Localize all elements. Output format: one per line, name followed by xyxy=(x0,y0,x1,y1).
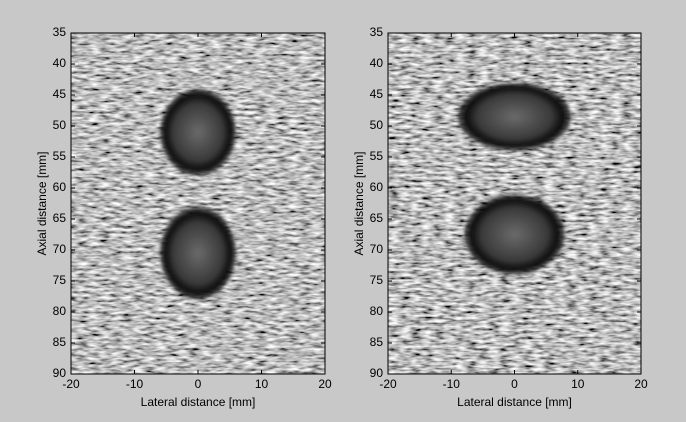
y-tick-label: 75 xyxy=(53,273,67,287)
x-tick-label: 10 xyxy=(571,377,585,391)
x-tick-label: 20 xyxy=(634,377,648,391)
y-tick-label: 80 xyxy=(370,304,384,318)
y-tick-label: 45 xyxy=(53,87,67,101)
x-tick-label: -10 xyxy=(443,377,461,391)
y-tick-label: 35 xyxy=(53,25,67,39)
y-tick-label: 90 xyxy=(53,366,67,380)
x-axis-label: Lateral distance [mm] xyxy=(141,395,256,409)
y-tick-label: 35 xyxy=(370,25,384,39)
lesion xyxy=(457,82,572,151)
y-tick-label: 65 xyxy=(53,211,67,225)
x-tick-label: -20 xyxy=(379,377,397,391)
image-background xyxy=(71,33,325,374)
y-tick-label: 50 xyxy=(53,118,67,132)
y-tick-label: 85 xyxy=(370,335,384,349)
y-tick-label: 55 xyxy=(370,149,384,163)
y-tick-label: 60 xyxy=(53,180,67,194)
y-tick-label: 40 xyxy=(53,56,67,70)
lesion xyxy=(159,206,237,300)
lesions xyxy=(159,88,237,300)
lesion xyxy=(159,88,237,176)
x-tick-label: -10 xyxy=(126,377,144,391)
y-tick-label: 85 xyxy=(53,335,67,349)
y-tick-label: 75 xyxy=(370,273,384,287)
x-axis-label: Lateral distance [mm] xyxy=(457,395,572,409)
y-tick-label: 40 xyxy=(370,56,384,70)
y-axis-label: Axial distance [mm] xyxy=(35,151,49,255)
axes: -20 -10 0 10 20 35 40 45 50 55 60 65 70 75 80 85 90 Later… xyxy=(352,25,648,409)
x-tick-label: -20 xyxy=(62,377,80,391)
y-tick-label: 70 xyxy=(53,242,67,256)
y-tick-label: 55 xyxy=(53,149,67,163)
lesion xyxy=(463,194,566,275)
x-tick-label: 20 xyxy=(318,377,332,391)
x-tick-label: 10 xyxy=(255,377,269,391)
y-tick-label: 60 xyxy=(370,180,384,194)
y-tick-label: 70 xyxy=(370,242,384,256)
y-axis-label: Axial distance [mm] xyxy=(352,151,366,255)
y-tick-label: 65 xyxy=(370,211,384,225)
y-tick-label: 90 xyxy=(370,366,384,380)
axes: -20 -10 0 10 20 35 40 45 50 55 60 65 70 75 80 85 90 Later… xyxy=(35,25,332,409)
y-tick-label: 45 xyxy=(370,87,384,101)
y-tick-label: 80 xyxy=(53,304,67,318)
x-tick-label: 0 xyxy=(511,377,518,391)
lesions xyxy=(457,82,572,275)
x-tick-label: 0 xyxy=(195,377,202,391)
y-tick-label: 50 xyxy=(370,118,384,132)
